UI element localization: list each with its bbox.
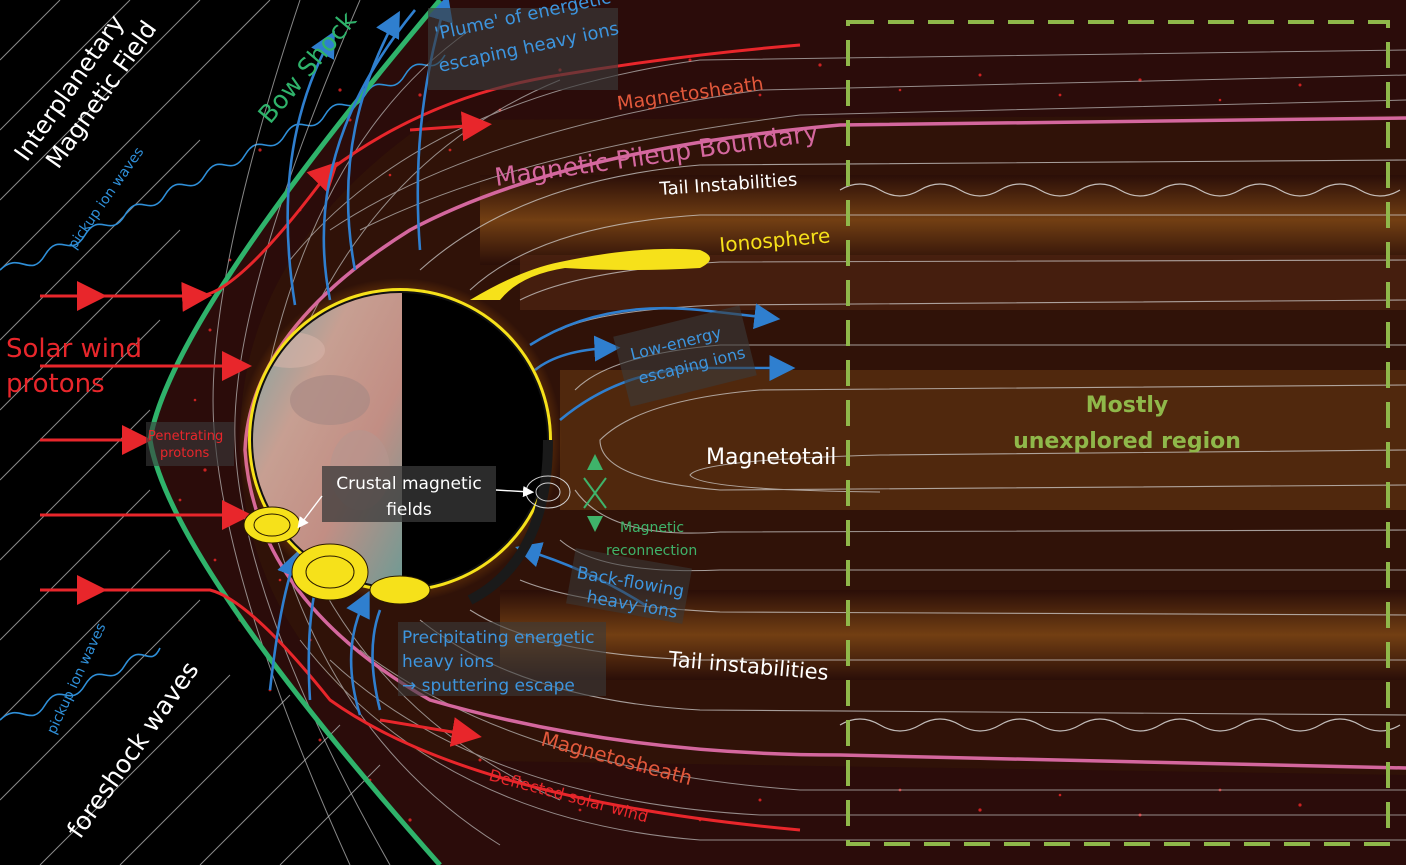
solar-wind-arrows bbox=[40, 73, 801, 832]
crustal-pointer-right bbox=[495, 485, 535, 498]
unexplored-label-line1: Mostly bbox=[1086, 393, 1169, 418]
reconnection-label-line2: reconnection bbox=[606, 543, 697, 559]
crustal-field-loops bbox=[243, 506, 431, 605]
sheath-arrow-bottom bbox=[379, 717, 482, 747]
crustal-pointer-left bbox=[297, 495, 323, 529]
tail-band-upper bbox=[480, 175, 1406, 265]
pickup-ion-wave-lower bbox=[0, 647, 161, 721]
tail-instability-wave-upper bbox=[839, 183, 1401, 197]
penetrating-label-bg bbox=[146, 422, 234, 466]
precipitating-label-line3: → sputtering escape bbox=[402, 676, 575, 696]
tail-band-center bbox=[560, 370, 1406, 510]
precipitating-label-line1: Precipitating energetic bbox=[402, 628, 594, 648]
magnetotail-label: Magnetotail bbox=[706, 445, 836, 470]
crustal-label-line2: fields bbox=[386, 500, 432, 520]
plume-label-bg bbox=[428, 8, 618, 90]
precipitating-label-line2: heavy ions bbox=[402, 652, 494, 672]
penetrating-label-line2: protons bbox=[160, 446, 210, 461]
ionosphere-plume bbox=[470, 248, 710, 300]
reconnection-x bbox=[583, 477, 607, 509]
night-edge bbox=[467, 439, 553, 605]
unexplored-label-line2: unexplored region bbox=[1013, 429, 1241, 454]
back-flowing-label-bg bbox=[566, 548, 692, 624]
reconnection-label-line1: Magnetic bbox=[620, 520, 684, 536]
tail-instability-wave-lower bbox=[839, 718, 1401, 732]
penetrating-label-line1: Penetrating bbox=[148, 429, 223, 444]
crustal-label-bg bbox=[322, 466, 496, 522]
low-energy-label-bg bbox=[613, 305, 757, 407]
precipitating-label-bg bbox=[398, 622, 606, 696]
solar-wind-label-line1: Solar wind bbox=[6, 334, 142, 364]
crustal-label-line1: Crustal magnetic bbox=[336, 474, 481, 494]
solar-wind-label-line2: protons bbox=[6, 369, 105, 399]
